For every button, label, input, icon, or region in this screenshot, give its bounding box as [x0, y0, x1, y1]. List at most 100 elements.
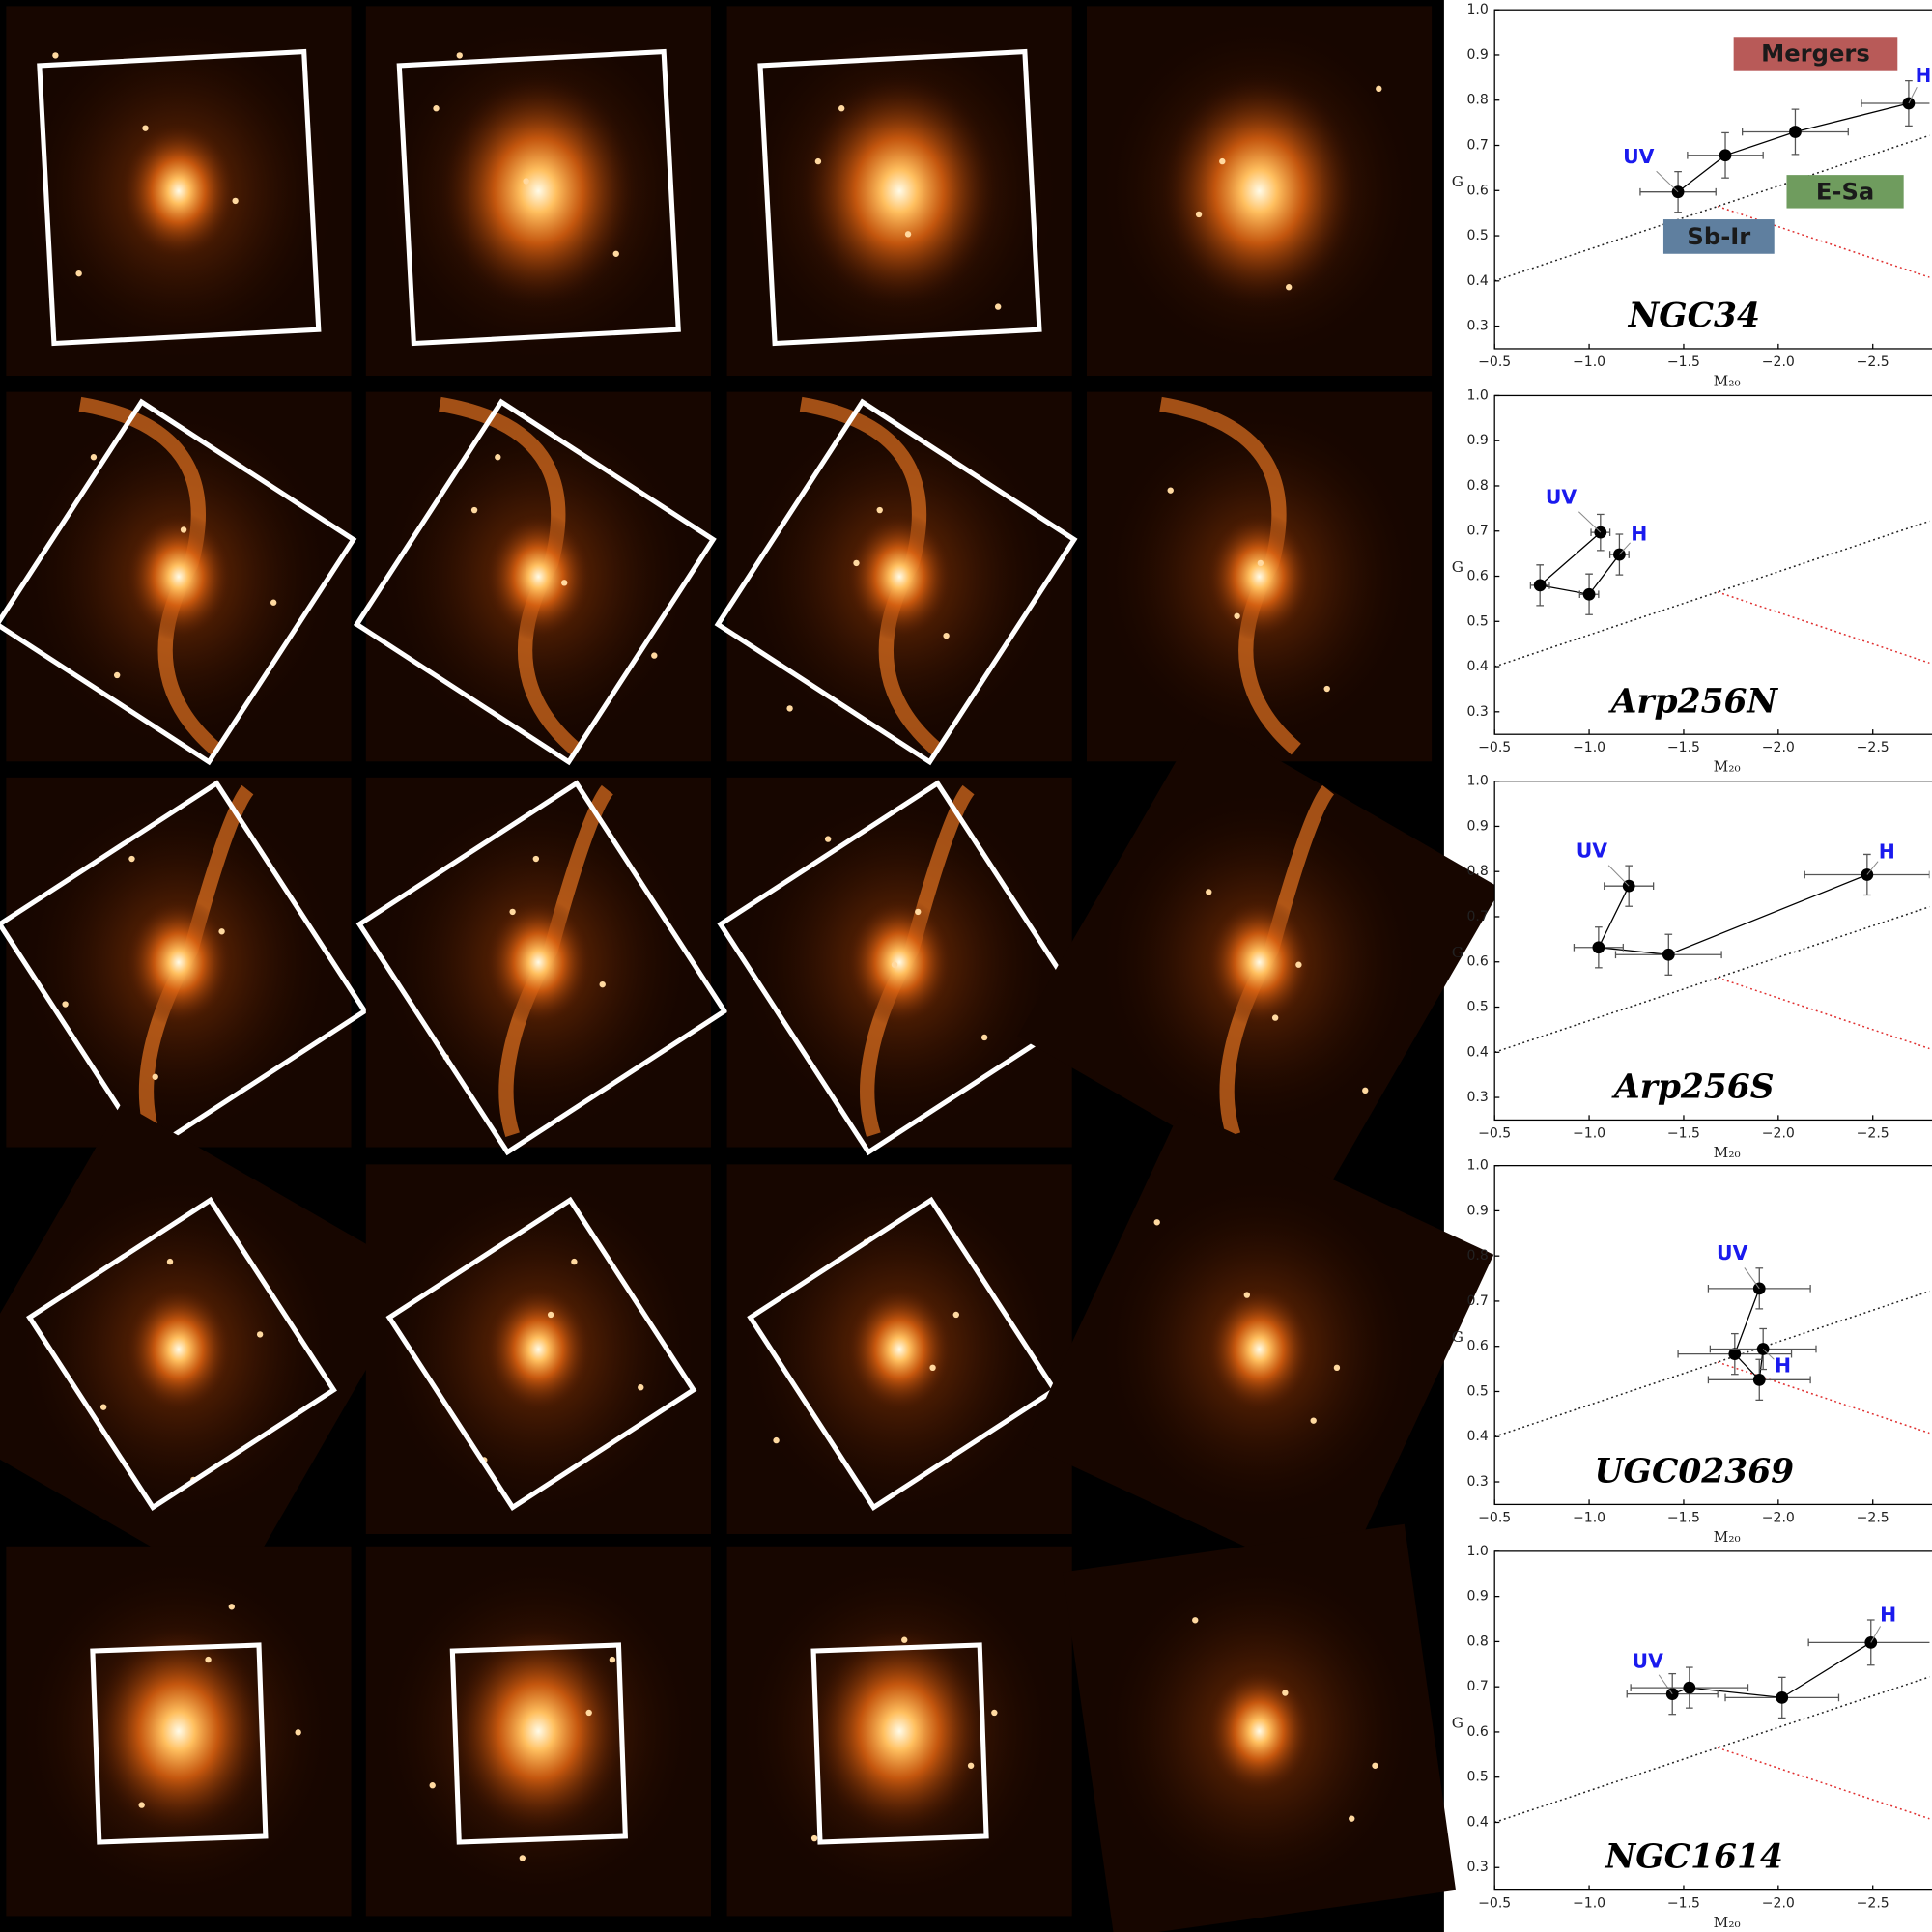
galaxy-image	[365, 1164, 711, 1535]
x-tick-label: −1.0	[1573, 1125, 1605, 1141]
star	[891, 961, 898, 968]
star	[853, 559, 860, 567]
point-label: H	[1879, 840, 1895, 864]
plot-area	[1493, 1550, 1932, 1891]
plot-content: UV H	[1494, 838, 1930, 1054]
star	[1362, 1087, 1369, 1094]
star	[1376, 85, 1382, 93]
y-tick-label: 1.0	[1467, 1544, 1489, 1559]
y-axis-label: G	[1452, 173, 1463, 190]
y-axis-label: G	[1452, 1714, 1463, 1731]
aperture-box	[714, 398, 1078, 766]
plot-area	[1493, 1164, 1932, 1506]
series-line	[1538, 531, 1620, 595]
star	[142, 125, 149, 131]
y-tick-label: 0.7	[1467, 524, 1489, 539]
series-line	[1734, 1288, 1764, 1381]
star	[205, 1656, 212, 1663]
y-tick-label: 0.3	[1467, 1860, 1489, 1875]
star	[651, 652, 658, 659]
star	[994, 303, 1002, 310]
label-leader	[1908, 86, 1918, 104]
y-axis-label: G	[1452, 558, 1463, 576]
x-tick-label: −2.5	[1857, 1896, 1889, 1912]
galaxy-image	[717, 777, 1090, 1156]
star	[814, 157, 822, 165]
star	[838, 105, 845, 112]
region-box	[1662, 219, 1775, 254]
galaxy-image	[355, 777, 728, 1156]
galaxy-core	[484, 512, 593, 641]
star	[585, 1709, 592, 1717]
y-tick-label: 0.9	[1467, 47, 1489, 63]
star	[509, 908, 516, 916]
star	[547, 1311, 554, 1319]
chart-title: Arp256N	[1608, 682, 1779, 721]
y-tick-label: 0.5	[1467, 1383, 1489, 1399]
region-label: Sb-Ir	[1687, 223, 1750, 250]
y-tick-label: 0.6	[1467, 183, 1489, 198]
x-axis-label: M₂₀	[1714, 758, 1741, 776]
star	[1333, 1364, 1341, 1372]
data-point	[1728, 1348, 1742, 1361]
star	[113, 671, 121, 679]
star	[571, 1258, 578, 1265]
galaxy-image	[1087, 391, 1433, 762]
chart-title: Arp256S	[1611, 1068, 1775, 1107]
star	[90, 454, 98, 461]
plot-area	[1493, 394, 1932, 735]
galaxy-core	[1160, 73, 1358, 308]
label-leader	[1866, 861, 1879, 875]
star	[943, 632, 950, 639]
star	[1234, 612, 1240, 619]
galaxy-image	[1087, 6, 1433, 377]
star	[228, 1604, 235, 1610]
x-tick-label: −2.0	[1762, 1896, 1795, 1912]
star	[599, 980, 606, 988]
star	[1310, 1417, 1317, 1424]
star	[166, 1258, 174, 1265]
y-tick-label: 0.3	[1467, 319, 1489, 334]
star	[180, 526, 187, 533]
galaxy-core	[124, 512, 234, 641]
y-tick-label: 0.3	[1467, 1090, 1489, 1105]
y-tick-label: 0.6	[1467, 954, 1489, 970]
galaxy-images	[0, 6, 1501, 1932]
y-tick-label: 0.4	[1467, 1814, 1489, 1830]
aperture-box	[449, 1642, 628, 1845]
aperture-box	[0, 398, 357, 766]
star	[1219, 157, 1226, 165]
galaxy-image	[365, 6, 711, 377]
star	[75, 270, 82, 277]
x-tick-label: −2.5	[1857, 1510, 1889, 1525]
y-tick-label: 0.8	[1467, 478, 1489, 494]
chart: UV H 0.3 0.4 0.5 0.6 0.7 0.8 0.9 1.0 −0.5 −1.0 −1.5 −…	[1452, 1158, 1932, 1546]
y-tick-label: 1.0	[1467, 1158, 1489, 1174]
chart: UV H 0.3 0.4 0.5 0.6 0.7 0.8 0.9 1.0 −0.5 −1.0 −1.5 −…	[1452, 2, 1932, 389]
star	[495, 454, 501, 461]
star	[470, 506, 478, 514]
point-label: H	[1775, 1353, 1791, 1377]
star	[1372, 1762, 1378, 1769]
star	[824, 836, 832, 842]
galaxy-image	[726, 1164, 1072, 1535]
star	[786, 705, 793, 712]
x-tick-label: −2.5	[1857, 1125, 1889, 1141]
region-label: E-Sa	[1816, 179, 1874, 206]
y-tick-label: 0.6	[1467, 1724, 1489, 1740]
plot-content: UV H	[1494, 1241, 1930, 1437]
label-leader	[1619, 542, 1631, 555]
aperture-box	[353, 398, 717, 766]
galaxy-core	[1205, 1666, 1314, 1796]
star	[1295, 961, 1302, 968]
galaxy-core	[845, 512, 954, 641]
aperture-box	[26, 1196, 337, 1511]
y-tick-label: 0.9	[1467, 818, 1489, 834]
star	[456, 52, 463, 59]
star	[1206, 889, 1212, 895]
star	[429, 1782, 436, 1789]
x-tick-label: −2.0	[1762, 355, 1795, 370]
y-tick-label: 0.4	[1467, 273, 1489, 289]
aperture-box	[757, 48, 1042, 347]
x-tick-label: −0.5	[1478, 1125, 1511, 1141]
